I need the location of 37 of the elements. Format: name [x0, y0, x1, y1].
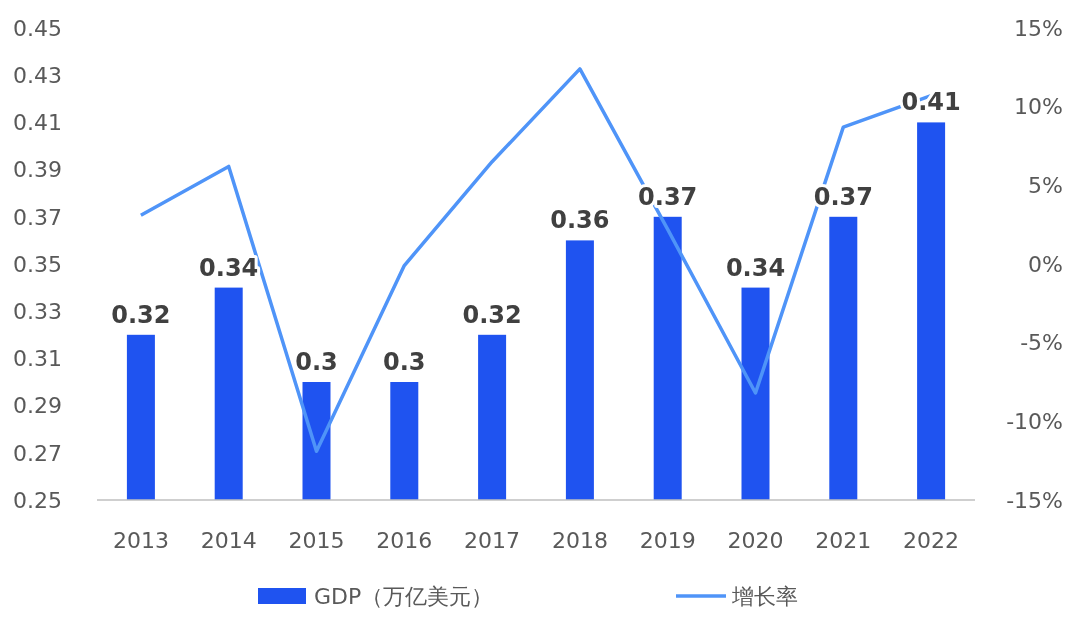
data-label: 0.32	[111, 300, 171, 329]
x-tick-label: 2019	[639, 527, 696, 553]
y-tick-label: 0.37	[13, 204, 62, 230]
y-tick-label: 0.33	[13, 298, 62, 324]
data-label: 0.34	[725, 253, 786, 282]
x-tick-label: 2013	[112, 527, 169, 553]
y-tick-label: 0.29	[13, 393, 62, 419]
legend-label: 增长率	[731, 583, 798, 609]
y-tick-label: 0.25	[13, 487, 62, 513]
x-tick-label: 2015	[288, 527, 345, 553]
y2-tick-label: -15%	[1006, 487, 1063, 513]
y-tick-label: 0.45	[13, 15, 62, 41]
x-tick-label: 2020	[727, 527, 784, 553]
y-tick-label: 0.35	[13, 251, 62, 277]
x-tick-label: 2021	[815, 527, 872, 553]
x-tick-label: 2017	[464, 527, 521, 553]
data-label: 0.34	[199, 253, 259, 282]
x-tick-label: 2022	[903, 527, 960, 553]
data-label: 0.32	[462, 300, 522, 329]
y2-tick-label: 0%	[1028, 251, 1063, 277]
y2-tick-label: 10%	[1014, 94, 1063, 120]
x-tick-label: 2018	[551, 527, 608, 553]
y-tick-label: 0.27	[13, 440, 62, 466]
data-label: 0.3	[383, 348, 426, 376]
x-tick-label: 2016	[376, 527, 433, 553]
y-tick-label: 0.43	[13, 62, 62, 88]
y2-tick-label: -10%	[1006, 409, 1063, 435]
x-tick-label: 2014	[200, 527, 257, 553]
y2-tick-label: -5%	[1020, 330, 1063, 356]
y-tick-label: 0.31	[13, 346, 62, 372]
y-tick-label: 0.39	[13, 157, 62, 183]
y2-tick-label: 15%	[1014, 15, 1063, 41]
y-tick-label: 0.41	[13, 110, 62, 136]
data-label: 0.3	[295, 348, 338, 376]
legend-label: GDP（万亿美元）	[314, 583, 494, 609]
data-label: 0.36	[550, 206, 610, 235]
y2-tick-label: 5%	[1028, 173, 1063, 199]
